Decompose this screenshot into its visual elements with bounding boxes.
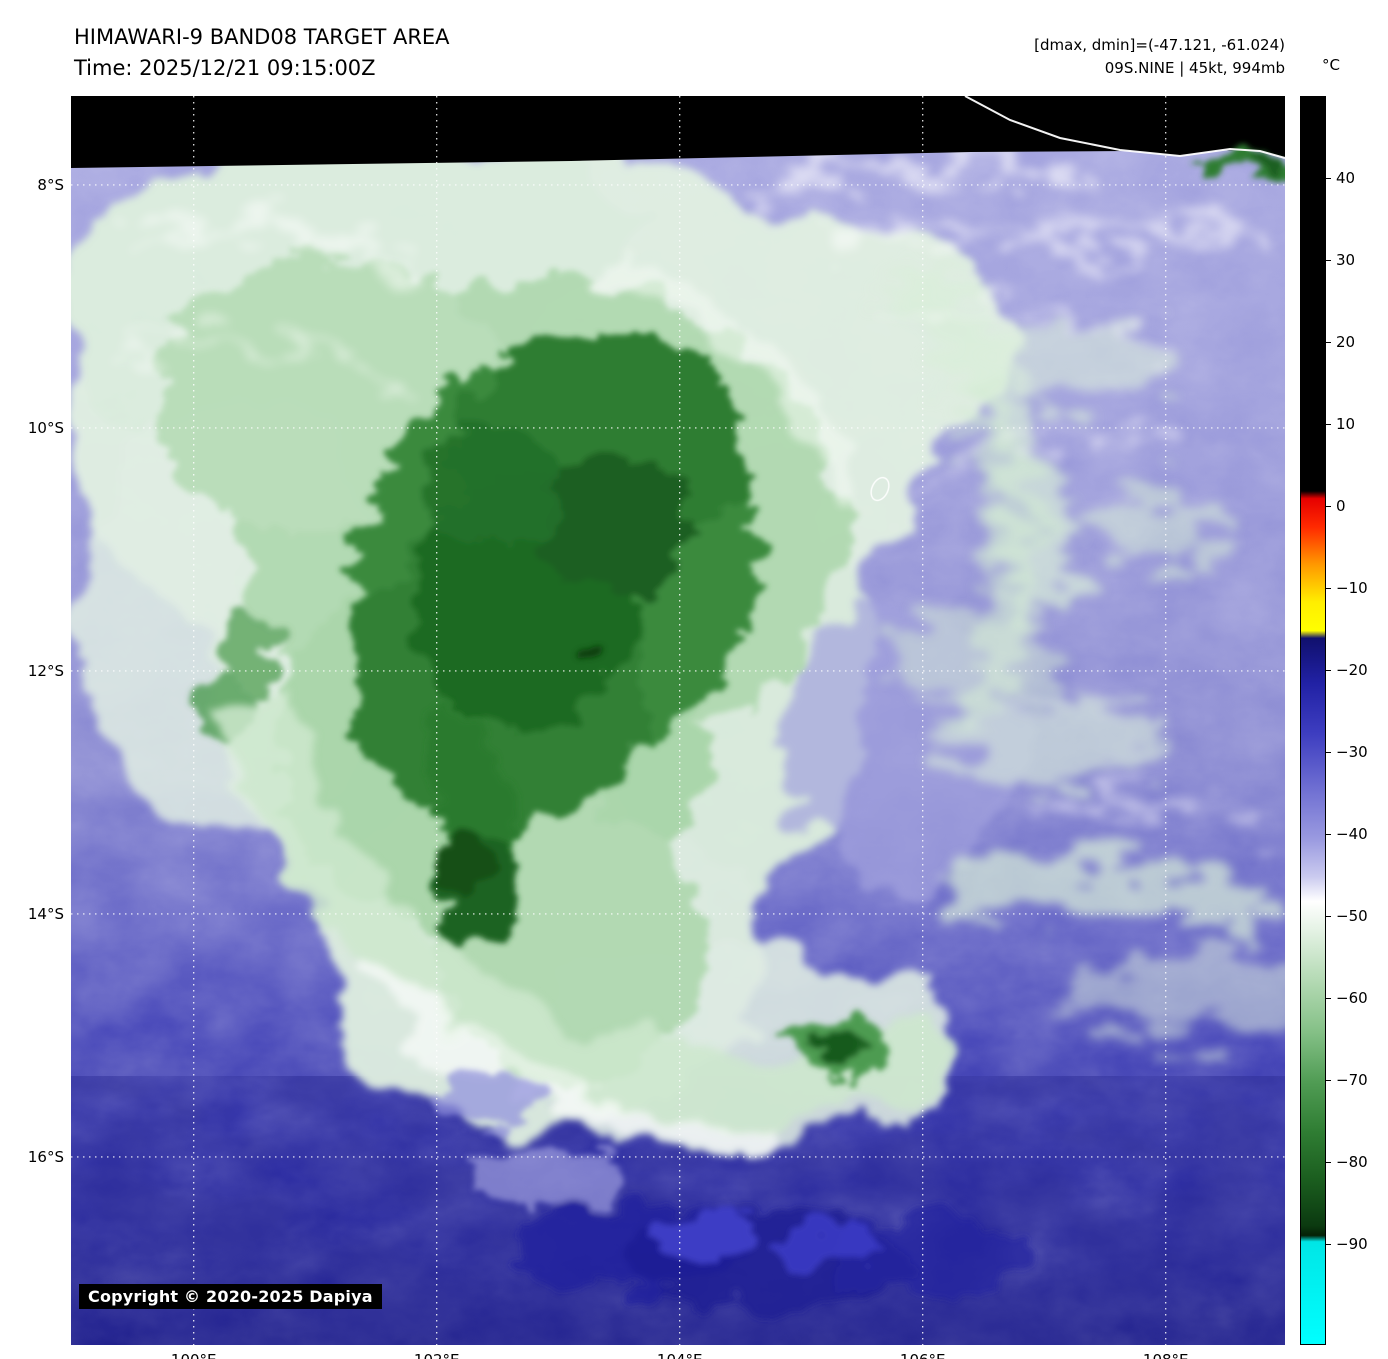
island-coastline bbox=[870, 476, 890, 502]
lat-tick-label: 12°S bbox=[27, 661, 64, 680]
colorbar-tick-mark bbox=[1326, 1079, 1331, 1081]
colorbar-tick-label: 20 bbox=[1336, 333, 1356, 351]
colorbar-tick-label: −40 bbox=[1336, 825, 1368, 843]
storm-readout: 09S.NINE | 45kt, 994mb bbox=[1104, 59, 1285, 77]
bottom-cloud-scallops bbox=[441, 1075, 1041, 1311]
colorbar-tick-label: −50 bbox=[1336, 907, 1368, 925]
colorbar-tick-label: 40 bbox=[1336, 169, 1356, 187]
colorbar-tick-mark bbox=[1326, 423, 1331, 425]
lon-tick-label: 104°E bbox=[657, 1351, 703, 1359]
header-right: [dmax, dmin]=(-47.121, -61.024) 09S.NINE… bbox=[1034, 34, 1285, 80]
colorbar-unit: °C bbox=[1322, 56, 1340, 74]
copyright-badge: Copyright © 2020-2025 Dapiya bbox=[79, 1284, 382, 1309]
lat-tick-label: 16°S bbox=[27, 1147, 64, 1166]
lat-tick-label: 14°S bbox=[27, 904, 64, 923]
land-mask bbox=[965, 96, 1285, 158]
colorbar-tick-mark bbox=[1326, 1161, 1331, 1163]
lat-tick-label: 8°S bbox=[37, 175, 64, 194]
colorbar-tick-mark bbox=[1326, 1243, 1331, 1245]
colorbar-tick-mark bbox=[1326, 587, 1331, 589]
dmax-dmin-readout: [dmax, dmin]=(-47.121, -61.024) bbox=[1034, 36, 1285, 54]
colorbar-tick-label: −60 bbox=[1336, 989, 1368, 1007]
colorbar-tick-mark bbox=[1326, 751, 1331, 753]
colorbar-tick-mark bbox=[1326, 997, 1331, 999]
satellite-map: Copyright © 2020-2025 Dapiya bbox=[71, 96, 1285, 1345]
coastal-cloud-patch bbox=[1198, 149, 1285, 175]
colorbar-tick-label: −30 bbox=[1336, 743, 1368, 761]
satellite-image bbox=[71, 96, 1285, 1345]
southeast-convective-blob bbox=[780, 1019, 896, 1071]
graticule bbox=[71, 96, 1285, 1345]
timestamp: Time: 2025/12/21 09:15:00Z bbox=[74, 56, 376, 80]
cyclone-core bbox=[351, 336, 761, 836]
colorbar-tick-label: 0 bbox=[1336, 497, 1346, 515]
colorbar-tick-label: 30 bbox=[1336, 251, 1356, 269]
colorbar-tick-label: 10 bbox=[1336, 415, 1356, 433]
lon-tick-label: 102°E bbox=[414, 1351, 460, 1359]
lat-tick-label: 10°S bbox=[27, 418, 64, 437]
header-left: HIMAWARI-9 BAND08 TARGET AREA Time: 2025… bbox=[74, 22, 450, 84]
figure-title: HIMAWARI-9 BAND08 TARGET AREA bbox=[74, 25, 450, 49]
coastline bbox=[964, 96, 1285, 159]
lon-tick-label: 100°E bbox=[171, 1351, 217, 1359]
colorbar-tick-mark bbox=[1326, 669, 1331, 671]
colorbar-tick-label: −10 bbox=[1336, 579, 1368, 597]
no-data-band bbox=[71, 96, 1285, 168]
lon-tick-label: 106°E bbox=[900, 1351, 946, 1359]
colorbar-tick-label: −90 bbox=[1336, 1235, 1368, 1253]
cirrus-streaks bbox=[109, 156, 1279, 837]
colorbar-tick-mark bbox=[1326, 505, 1331, 507]
colorbar bbox=[1300, 96, 1326, 1345]
colorbar-tick-mark bbox=[1326, 341, 1331, 343]
southwest-arm-cells bbox=[201, 608, 596, 944]
colorbar-tick-label: −70 bbox=[1336, 1071, 1368, 1089]
colorbar-tick-label: −20 bbox=[1336, 661, 1368, 679]
colorbar-tick-mark bbox=[1326, 259, 1331, 261]
colorbar-tick-mark bbox=[1326, 177, 1331, 179]
colorbar-tick-label: −80 bbox=[1336, 1153, 1368, 1171]
colorbar-tick-mark bbox=[1326, 833, 1331, 835]
colorbar-tick-mark bbox=[1326, 915, 1331, 917]
spiral-band bbox=[212, 251, 957, 1150]
lon-tick-label: 108°E bbox=[1143, 1351, 1189, 1359]
